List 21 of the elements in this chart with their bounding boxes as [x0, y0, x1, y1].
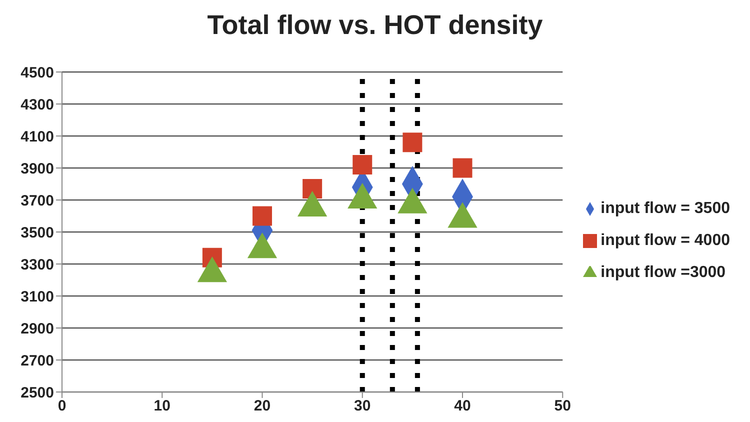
legend-label: input flow =3000 — [600, 264, 726, 281]
x-tick-label: 50 — [554, 398, 571, 415]
y-tick-label: 3100 — [20, 288, 54, 306]
y-tick-label: 3500 — [20, 224, 54, 242]
y-tick-label: 2700 — [20, 352, 54, 370]
y-tick-label: 2500 — [20, 384, 54, 402]
x-tick-label: 20 — [254, 398, 271, 415]
y-tick-label: 3300 — [20, 256, 54, 274]
y-tick-label: 3900 — [20, 160, 54, 178]
x-tick-label: 30 — [354, 398, 371, 415]
y-tick-label: 4500 — [20, 64, 54, 82]
legend-label: input flow = 3500 — [600, 200, 730, 217]
chart-title: Total flow vs. HOT density — [206, 10, 544, 41]
x-tick-label: 10 — [154, 398, 170, 415]
y-tick-label: 3700 — [20, 192, 54, 210]
x-tick-label: 0 — [58, 398, 66, 415]
y-tick-label: 2900 — [20, 320, 54, 338]
y-tick-label: 4100 — [20, 128, 54, 146]
legend-label: input flow = 4000 — [600, 232, 730, 249]
x-tick-label: 40 — [454, 398, 471, 415]
y-tick-label: 4300 — [20, 96, 54, 114]
